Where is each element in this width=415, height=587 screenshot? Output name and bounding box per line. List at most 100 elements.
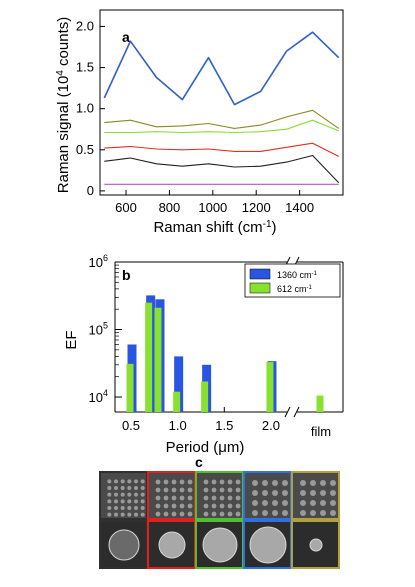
sem-particle <box>179 503 185 509</box>
sem-particle <box>171 503 177 509</box>
panel-a-ytick-label: 1.0 <box>76 101 94 116</box>
sem-particle <box>262 490 268 496</box>
panel-a-series-line <box>103 31 340 106</box>
sem-particle <box>227 503 233 509</box>
sem-particle <box>252 510 258 516</box>
panel-b-label: b <box>122 267 131 283</box>
panel-a-ytick-label: 2.0 <box>76 18 94 33</box>
sem-particle-closeup <box>249 526 287 564</box>
sem-particle <box>310 510 316 516</box>
panel-a-xtick-label: 1200 <box>242 200 271 215</box>
sem-particle <box>171 495 177 501</box>
sem-particle <box>320 480 326 486</box>
sem-particle <box>134 506 138 510</box>
sem-image-grid <box>99 471 340 569</box>
sem-particle <box>203 503 209 509</box>
sem-particle <box>235 503 241 509</box>
sem-particle <box>107 499 112 504</box>
sem-particle <box>120 479 125 484</box>
legend-label-1360: 1360 cm-1 <box>277 270 318 280</box>
panel-a-series-line <box>104 109 340 129</box>
panel-a-xtick-label: 800 <box>159 200 181 215</box>
sem-particle <box>300 510 306 516</box>
sem-particle <box>300 500 306 506</box>
sem-particle <box>320 490 326 496</box>
sem-particle <box>163 487 169 493</box>
sem-particle <box>163 503 169 509</box>
sem-particle <box>171 479 177 485</box>
sem-particle <box>219 503 225 509</box>
sem-particle <box>127 492 132 497</box>
sem-particle <box>282 490 288 496</box>
sem-particle <box>219 479 225 485</box>
bar-612 <box>145 302 153 412</box>
panel-b-xlabel: Period (μm) <box>166 439 245 456</box>
sem-particle <box>203 495 209 501</box>
sem-particle <box>203 479 209 485</box>
sem-particle <box>120 492 125 497</box>
sem-particle <box>140 486 145 490</box>
sem-particle <box>127 506 132 510</box>
sem-particle <box>179 495 185 501</box>
sem-particle <box>120 486 125 490</box>
sem-particle <box>235 487 241 493</box>
panel-b-ticks: 104 105 106 0.5 1.0 1.5 2.0 <box>89 253 280 433</box>
sem-particle <box>127 512 132 517</box>
sem-particle <box>114 479 118 484</box>
sem-particle <box>163 511 169 517</box>
sem-particle <box>262 480 268 486</box>
sem-particle <box>330 490 336 496</box>
panel-a-label: a <box>122 29 130 45</box>
sem-particle <box>140 512 145 517</box>
sem-particle <box>155 495 161 501</box>
sem-image-tile <box>147 471 196 520</box>
panel-a: a 600 800 1000 1200 1400 0 0.5 1.0 1.5 2.0 Raman … <box>55 9 344 236</box>
sem-particle <box>219 495 225 501</box>
sem-particle <box>114 506 118 510</box>
sem-particle <box>134 512 138 517</box>
panel-a-ytick-label: 0 <box>87 183 94 198</box>
sem-particle <box>155 487 161 493</box>
sem-particle <box>140 492 145 497</box>
panel-a-xtick-label: 1400 <box>285 200 314 215</box>
sem-particle <box>140 506 145 510</box>
panel-b-ytick-label: 104 <box>89 388 108 405</box>
sem-particle <box>211 503 217 509</box>
bar-612 <box>126 363 134 412</box>
sem-particle <box>330 480 336 486</box>
sem-particle <box>140 479 145 484</box>
sem-particle <box>203 487 209 493</box>
sem-particle <box>155 511 161 517</box>
sem-particle <box>300 480 306 486</box>
legend-label-612: 612 cm-1 <box>277 284 313 294</box>
sem-particle <box>187 487 193 493</box>
panel-a-ylabel: Raman signal (104 counts) <box>55 17 72 193</box>
sem-particle <box>272 510 278 516</box>
sem-particle <box>179 487 185 493</box>
panel-a-xlabel: Raman shift (cm-1) <box>153 219 276 236</box>
sem-particle <box>252 480 258 486</box>
sem-particle-closeup <box>202 527 238 563</box>
panel-a-series-line <box>104 154 340 184</box>
sem-particle <box>187 503 193 509</box>
panel-b-legend: 1360 cm-1 612 cm-1 <box>244 263 341 298</box>
sem-particle <box>235 511 241 517</box>
sem-particle <box>320 500 326 506</box>
sem-particle <box>252 500 258 506</box>
sem-particle <box>282 510 288 516</box>
panel-a-ytick-label: 0.5 <box>76 142 94 157</box>
sem-particle <box>127 486 132 490</box>
sem-particle-closeup <box>309 538 323 552</box>
sem-particle <box>187 511 193 517</box>
sem-particle <box>330 510 336 516</box>
sem-particle <box>330 500 336 506</box>
sem-particle <box>120 499 125 504</box>
sem-particle <box>107 486 112 490</box>
sem-particle <box>235 479 241 485</box>
sem-particle <box>163 479 169 485</box>
sem-particle <box>134 486 138 490</box>
sem-particle <box>211 495 217 501</box>
sem-particle <box>134 479 138 484</box>
sem-particle <box>107 479 112 484</box>
